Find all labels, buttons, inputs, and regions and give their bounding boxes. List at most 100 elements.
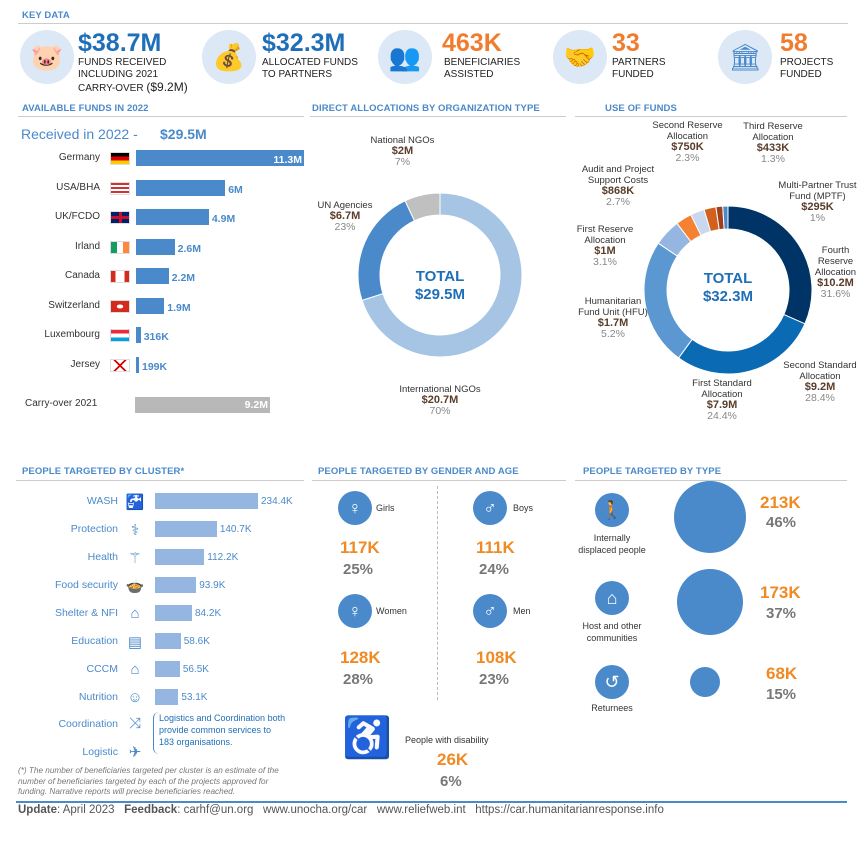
piggy-bank-icon: 🐷 (20, 30, 74, 84)
cluster-value: 84.2K (194, 608, 222, 619)
donut-slice (361, 192, 523, 358)
girls-label: Girls (376, 503, 395, 513)
cluster-bar (155, 661, 180, 677)
beneficiaries-value: 463K (442, 29, 502, 57)
idp-bubble (674, 481, 746, 553)
partners-value: 33 (612, 29, 640, 57)
direct-allocations-title: DIRECT ALLOCATIONS BY ORGANIZATION TYPE (312, 103, 540, 114)
funds-received-value: $38.7M (78, 29, 162, 57)
donor-label: USA/BHA (56, 181, 100, 193)
flag-icon (110, 358, 130, 372)
men-label: Men (513, 606, 531, 616)
boys-label: Boys (513, 503, 534, 513)
idp-icon: 🚶 (595, 493, 629, 527)
cluster-label: Health (87, 551, 118, 563)
flag-icon (110, 152, 130, 165)
carryover-bar (135, 397, 270, 413)
logistics-coordination-note: Logistics and Coordination both provide … (153, 712, 288, 754)
cluster-bar (155, 577, 197, 593)
cluster-bar (155, 689, 179, 705)
host-percent: 37% (766, 605, 797, 622)
cluster-label: CCCM (86, 663, 119, 675)
label-first-reserve: First Reserve Allocation $1M 3.1% (576, 224, 634, 268)
women-label: Women (376, 606, 407, 616)
funds-received-label: FUNDS RECEIVED INCLUDING 2021 CARRY-OVER… (78, 57, 188, 94)
girl-icon: ♀ (338, 491, 372, 525)
host-value: 173K (760, 583, 801, 602)
link-reliefweb[interactable]: www.reliefweb.int (376, 804, 466, 816)
idp-label: Internally displaced people (578, 533, 646, 555)
cluster-label: Food security (54, 579, 118, 591)
donor-bar (136, 150, 304, 166)
donor-bar (136, 268, 169, 284)
donor-value: 1.9M (167, 301, 191, 314)
donor-label: Irland (74, 240, 100, 252)
donor-label: Luxembourg (44, 329, 100, 340)
men-percent: 23% (479, 671, 510, 688)
girls-percent: 25% (343, 561, 374, 578)
donor-label: UK/FCDO (55, 211, 100, 222)
beneficiaries-label: BENEFICIARIES ASSISTED (444, 57, 521, 80)
donor-value: 4.9M (211, 213, 236, 225)
donor-bar (136, 327, 141, 343)
use-of-funds-title: USE OF FUNDS (605, 103, 677, 114)
beneficiaries-icon: 👥 (378, 30, 432, 84)
link-unocha[interactable]: www.unocha.org/car (263, 804, 368, 816)
label-second-standard: Second Standard Allocation $9.2M 28.4% (783, 360, 857, 404)
cluster-value: 112.2K (207, 552, 239, 563)
donor-bar (136, 238, 175, 255)
cluster-bar (155, 605, 192, 621)
cluster-label: WASH (86, 495, 118, 507)
food-bowl-icon: 🍲 (125, 578, 145, 595)
disability-value: 26K (437, 750, 469, 769)
received-value: $29.5M (160, 126, 207, 142)
link-humanitarianresponse[interactable]: https://car.humanitarianresponse.info (475, 804, 664, 816)
partners-label: PARTNERS FUNDED (612, 57, 666, 80)
donut1-total: TOTAL $29.5M (414, 268, 466, 303)
money-bag-icon: 💰 (202, 30, 256, 84)
allocated-funds-label: ALLOCATED FUNDS TO PARTNERS (262, 57, 358, 80)
cluster-logistic-label: Logistic (82, 746, 118, 758)
boys-percent: 24% (479, 561, 510, 578)
returnees-value: 68K (766, 664, 798, 683)
returnees-bubble (690, 667, 720, 697)
update-label: Update (18, 804, 57, 816)
man-icon: ♂ (473, 594, 507, 628)
nutrition-icon: ☺ (127, 689, 143, 706)
feedback-email[interactable]: : carhf@un.org (177, 804, 254, 816)
flag-icon (110, 299, 130, 313)
boys-value: 111K (476, 538, 515, 557)
label-fourth-reserve: Fourth Reserve Allocation $10.2M 31.6% (814, 245, 857, 300)
label-national-ngos: National NGOs $2M 7% (370, 135, 435, 168)
cluster-value: 58.6K (183, 636, 210, 647)
label-audit: Audit and Project Support Costs $868K 2.7% (581, 164, 655, 208)
use-of-funds-donut (643, 205, 813, 375)
idp-percent: 46% (766, 514, 797, 531)
donor-label: Jersey (70, 358, 100, 370)
cluster-value: 93.9K (199, 580, 226, 591)
donor-label: Switzerland (48, 299, 100, 311)
label-hfu: Humanitarian Fund Unit (HFU) $1.7M 5.2% (578, 296, 648, 340)
cluster-bar (155, 493, 258, 509)
cluster-bar (155, 633, 181, 649)
girls-value: 117K (340, 538, 380, 557)
handshake-icon: 🤝 (553, 30, 607, 84)
direct-allocations-donut (357, 192, 523, 358)
donor-bar (136, 179, 226, 196)
men-value: 108K (476, 648, 517, 667)
received-label: Received in 2022 - (21, 126, 138, 142)
coordination-icon: ⤨ (128, 715, 141, 732)
flag-icon (110, 329, 130, 342)
host-bubble (677, 569, 743, 635)
projects-label: PROJECTS FUNDED (780, 57, 834, 80)
donor-value: 2.6M (177, 242, 201, 255)
cluster-bar (155, 521, 217, 537)
cluster-coordination-label: Coordination (58, 718, 118, 730)
label-second-reserve: Second Reserve Allocation $750K 2.3% (652, 120, 723, 164)
cluster-footnote: (*) The number of beneficiaries targeted… (18, 766, 279, 796)
idp-value: 213K (760, 493, 801, 512)
gender-age-title: PEOPLE TARGETED BY GENDER AND AGE (318, 466, 519, 477)
donor-value: 11.3M (273, 154, 302, 166)
flag-icon (110, 181, 130, 195)
disability-percent: 6% (440, 773, 462, 790)
